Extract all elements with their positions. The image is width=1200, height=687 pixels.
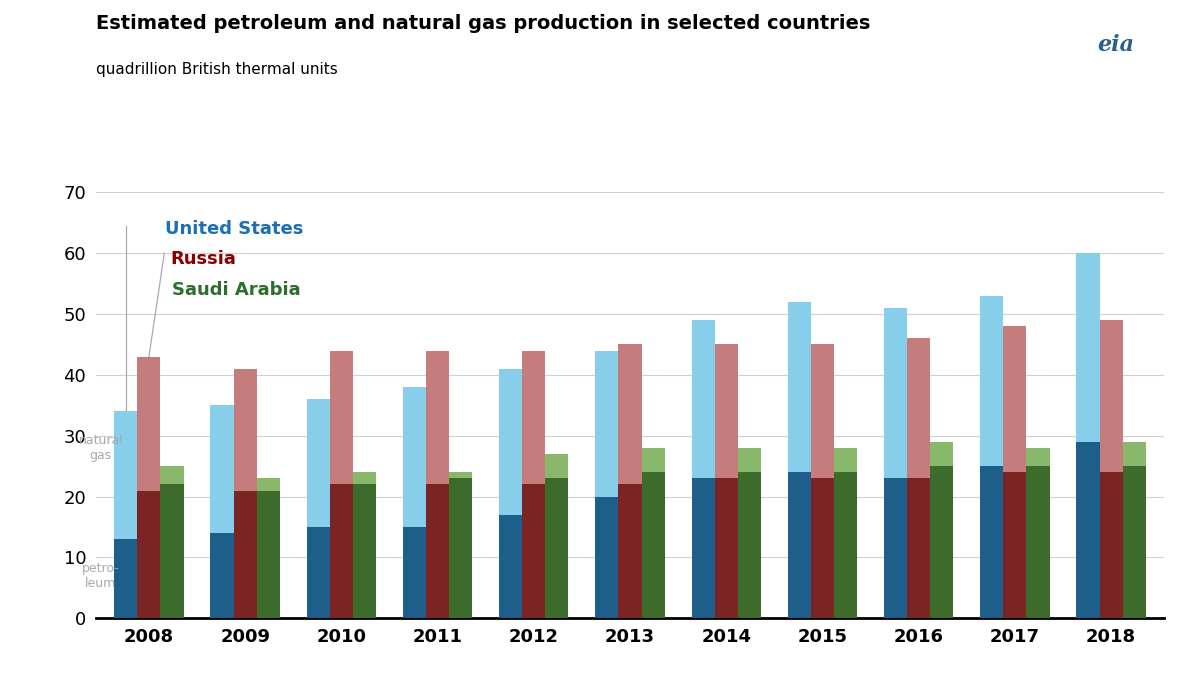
Bar: [449, 478, 473, 618]
Bar: [210, 533, 234, 618]
Text: United States: United States: [166, 220, 304, 238]
Bar: [691, 478, 715, 618]
Bar: [738, 472, 761, 618]
Bar: [1003, 472, 1026, 618]
Bar: [595, 350, 618, 497]
Bar: [787, 472, 811, 618]
Text: natural
gas: natural gas: [78, 434, 124, 462]
Bar: [545, 478, 569, 618]
Bar: [307, 399, 330, 527]
Bar: [618, 344, 642, 484]
Bar: [834, 472, 857, 618]
Bar: [1003, 326, 1026, 472]
Bar: [618, 484, 642, 618]
Bar: [884, 478, 907, 618]
Bar: [642, 472, 665, 618]
Text: Saudi Arabia: Saudi Arabia: [172, 280, 301, 299]
Bar: [1099, 320, 1123, 472]
Bar: [738, 448, 761, 472]
Bar: [642, 448, 665, 472]
Bar: [257, 491, 280, 618]
Bar: [522, 484, 545, 618]
Bar: [691, 320, 715, 478]
Bar: [161, 466, 184, 484]
Bar: [1076, 442, 1099, 618]
Bar: [811, 344, 834, 478]
Bar: [715, 344, 738, 478]
Text: quadrillion British thermal units: quadrillion British thermal units: [96, 62, 337, 77]
Bar: [595, 497, 618, 618]
Bar: [1026, 466, 1050, 618]
Bar: [161, 484, 184, 618]
Bar: [210, 405, 234, 533]
Bar: [1099, 472, 1123, 618]
Text: petro-
leum: petro- leum: [82, 562, 120, 589]
Bar: [137, 491, 161, 618]
Bar: [980, 296, 1003, 466]
Bar: [499, 369, 522, 515]
Bar: [907, 478, 930, 618]
Bar: [1123, 442, 1146, 466]
Bar: [980, 466, 1003, 618]
Bar: [787, 302, 811, 472]
Bar: [499, 515, 522, 618]
Bar: [403, 527, 426, 618]
Bar: [234, 369, 257, 491]
Bar: [1026, 448, 1050, 466]
Bar: [426, 484, 449, 618]
Bar: [234, 491, 257, 618]
Bar: [811, 478, 834, 618]
Bar: [330, 350, 353, 484]
Text: eia: eia: [1098, 34, 1134, 56]
Bar: [114, 412, 137, 539]
Bar: [715, 478, 738, 618]
Bar: [930, 442, 953, 466]
Bar: [545, 454, 569, 478]
Text: Russia: Russia: [170, 250, 236, 268]
Text: Estimated petroleum and natural gas production in selected countries: Estimated petroleum and natural gas prod…: [96, 14, 870, 33]
Bar: [426, 350, 449, 484]
Bar: [114, 539, 137, 618]
Bar: [257, 478, 280, 491]
Bar: [449, 472, 473, 478]
Bar: [353, 472, 376, 484]
Bar: [1076, 254, 1099, 442]
Bar: [834, 448, 857, 472]
Bar: [330, 484, 353, 618]
Bar: [884, 308, 907, 478]
Bar: [307, 527, 330, 618]
Bar: [930, 466, 953, 618]
Bar: [1123, 466, 1146, 618]
Bar: [353, 484, 376, 618]
Bar: [403, 387, 426, 527]
Bar: [522, 350, 545, 484]
Bar: [137, 357, 161, 491]
Bar: [907, 339, 930, 478]
